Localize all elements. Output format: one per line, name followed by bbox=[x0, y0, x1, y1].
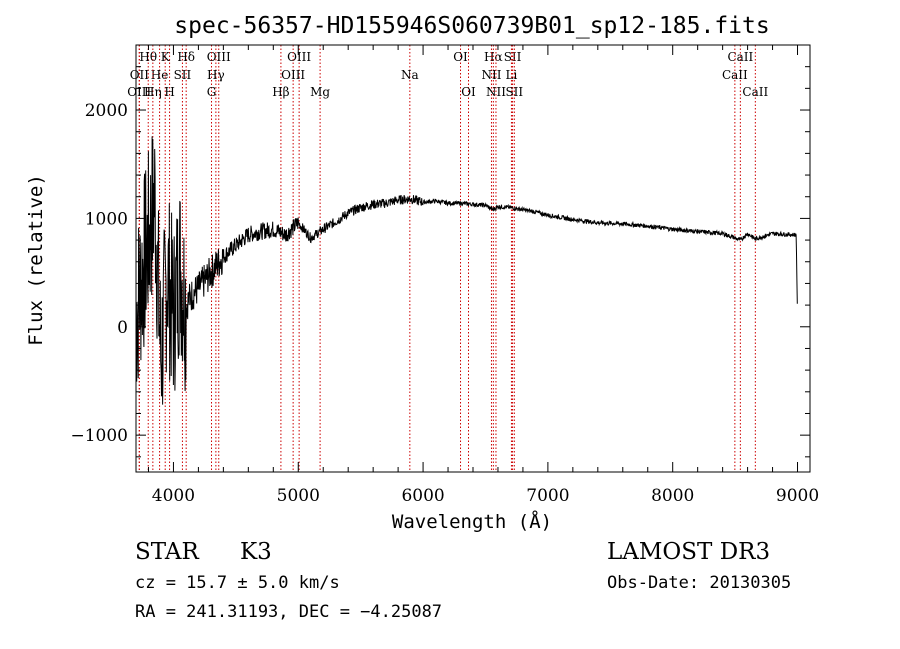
line-label-16: Na bbox=[401, 68, 419, 82]
line-label-12: OIII bbox=[287, 50, 311, 64]
x-tick-label: 8000 bbox=[651, 486, 694, 506]
line-label-17: OI bbox=[453, 50, 468, 64]
coordinates: RA = 241.31193, DEC = −4.25087 bbox=[135, 602, 443, 622]
line-label-5: K bbox=[161, 50, 171, 64]
line-label-11: G bbox=[207, 85, 217, 99]
line-label-25: CaII bbox=[727, 50, 753, 64]
plot-frame bbox=[135, 44, 811, 473]
spectrum-line bbox=[135, 136, 798, 405]
survey-name: LAMOST DR3 bbox=[607, 539, 771, 565]
y-axis-label: Flux (relative) bbox=[25, 174, 47, 346]
object-subclass: K3 bbox=[240, 539, 272, 565]
line-label-8: Hδ bbox=[177, 50, 195, 64]
line-label-18: OI bbox=[461, 85, 476, 99]
redshift-cz: cz = 15.7 ± 5.0 km/s bbox=[135, 573, 340, 593]
x-axis-label: Wavelength (Å) bbox=[392, 510, 552, 533]
x-tick-label: 4000 bbox=[152, 486, 195, 506]
line-label-22: SII bbox=[504, 50, 522, 64]
line-label-23: Li bbox=[506, 68, 518, 82]
y-tick-label: −1000 bbox=[70, 426, 128, 446]
line-label-14: Hβ bbox=[272, 85, 289, 99]
line-label-9: OIII bbox=[207, 50, 231, 64]
line-label-13: OIII bbox=[281, 68, 305, 82]
line-label-3: He bbox=[151, 68, 169, 82]
x-tick-label: 7000 bbox=[526, 486, 569, 506]
line-label-1: OII bbox=[130, 68, 150, 82]
line-label-27: CaII bbox=[742, 85, 768, 99]
chart-title: spec-56357-HD155946S060739B01_sp12-185.f… bbox=[174, 13, 769, 39]
line-label-4: Hη bbox=[144, 85, 162, 99]
x-tick-label: 9000 bbox=[776, 486, 819, 506]
line-label-19: Hα bbox=[484, 50, 503, 64]
line-label-7: SII bbox=[174, 68, 192, 82]
line-label-24: SII bbox=[505, 85, 523, 99]
x-tick-label: 5000 bbox=[277, 486, 320, 506]
x-axis: 4000 5000 6000 7000 8000 9000 bbox=[147, 45, 819, 506]
line-label-21: NII bbox=[486, 85, 506, 99]
y-axis: −1000 0 1000 2000 bbox=[70, 66, 810, 458]
spectrum-layer bbox=[135, 136, 798, 405]
object-class: STAR bbox=[135, 539, 199, 565]
line-label-15: Mg bbox=[310, 85, 330, 99]
line-label-10: Hγ bbox=[207, 68, 225, 82]
x-tick-label: 6000 bbox=[401, 486, 444, 506]
line-label-0: Hθ bbox=[139, 50, 157, 64]
line-label-26: CaII bbox=[722, 68, 748, 82]
line-label-2: OIII bbox=[127, 85, 151, 99]
obs-date: Obs-Date: 20130305 bbox=[607, 573, 792, 593]
line-label-6: H bbox=[164, 85, 174, 99]
y-tick-label: 2000 bbox=[85, 101, 128, 121]
line-label-20: NII bbox=[481, 68, 501, 82]
y-tick-label: 1000 bbox=[85, 209, 128, 229]
y-tick-label: 0 bbox=[117, 318, 128, 338]
